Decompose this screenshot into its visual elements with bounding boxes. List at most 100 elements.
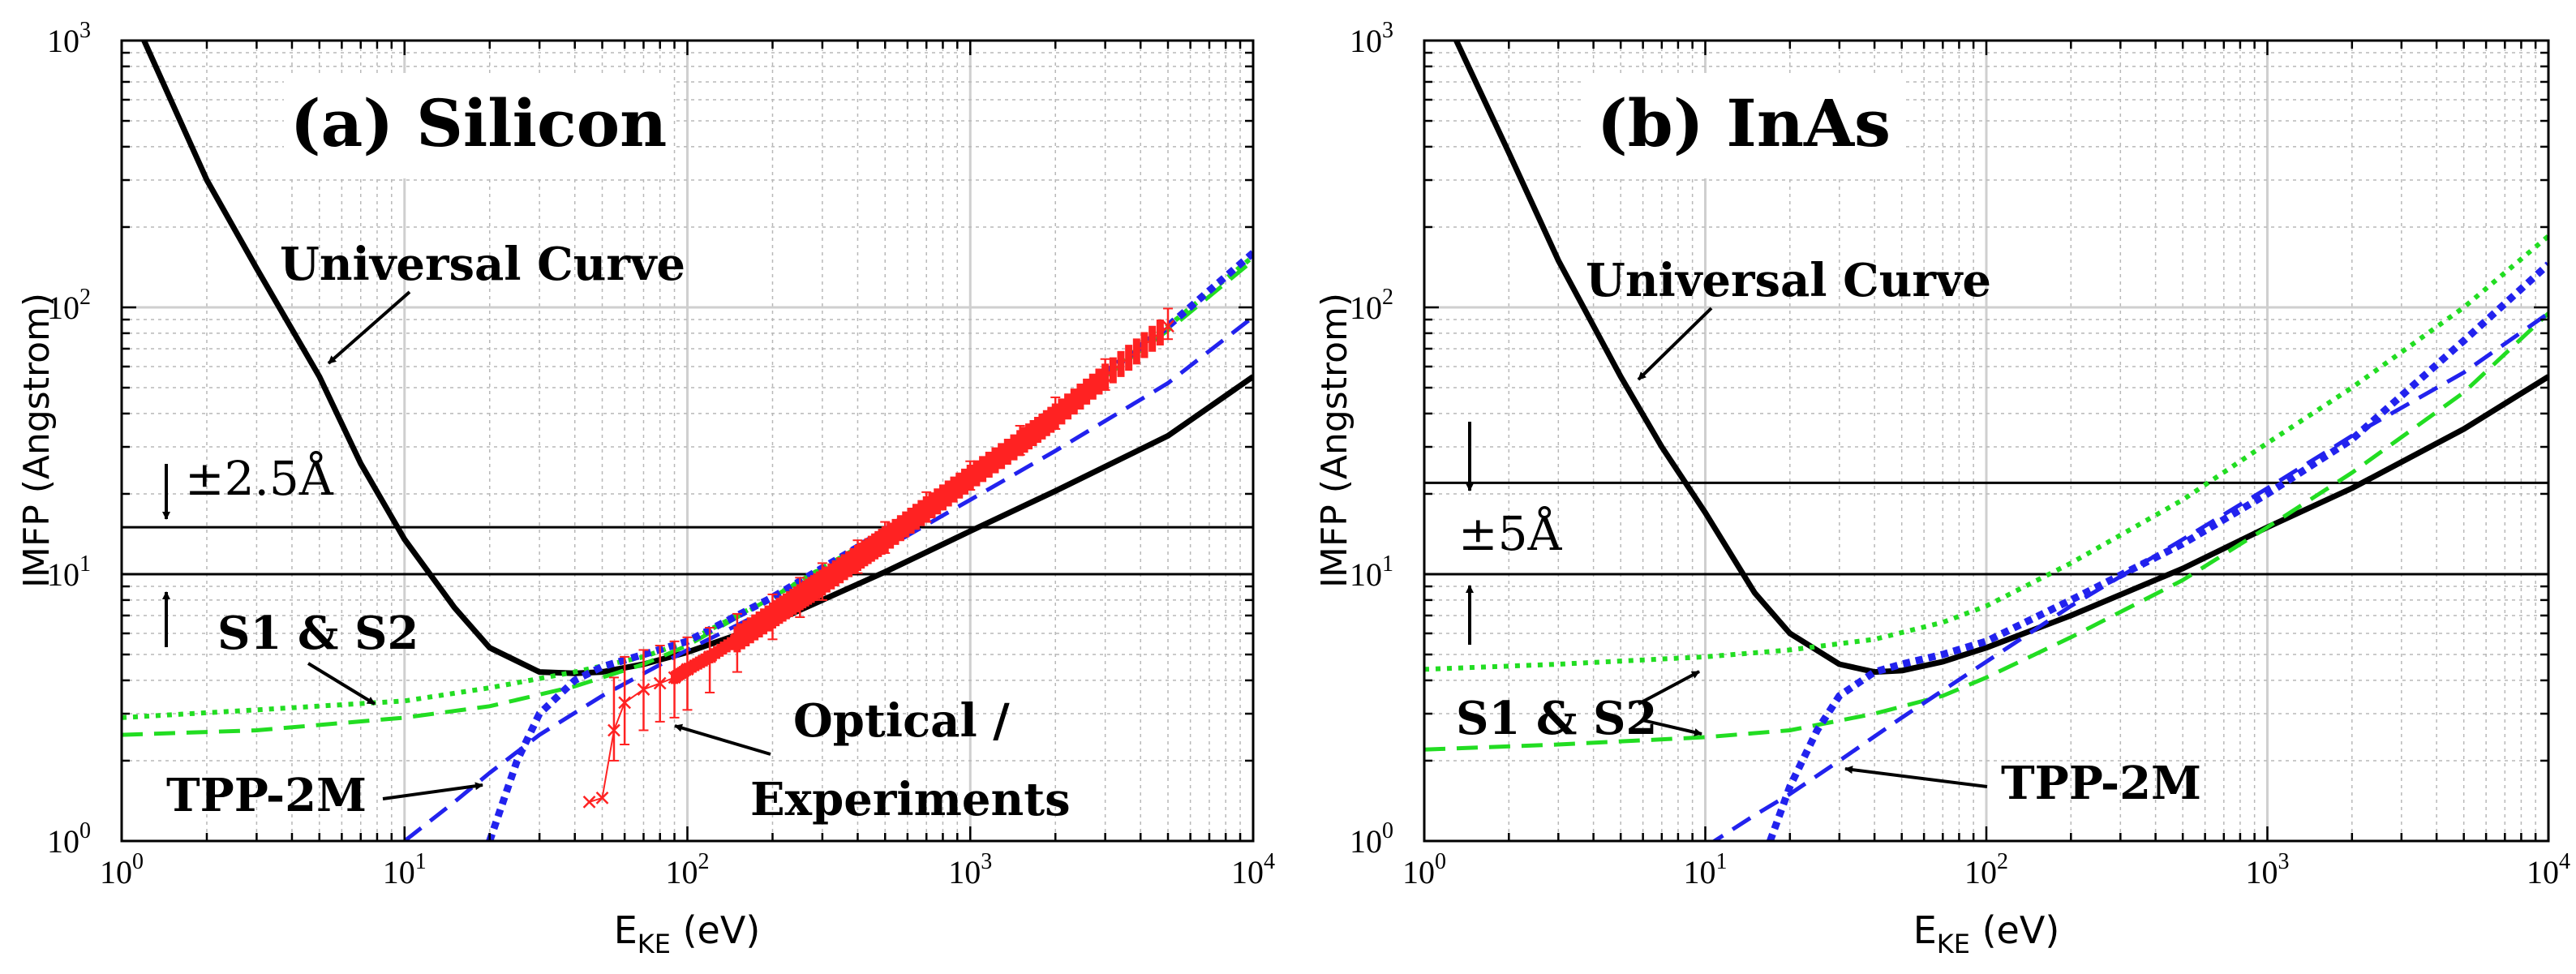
tick-base: 10 bbox=[1402, 854, 1435, 890]
annotation-tpp2m: TPP-2M bbox=[2001, 757, 2201, 810]
annotation-universal-curve: Universal Curve bbox=[280, 238, 685, 291]
x-tick-label: 102 bbox=[666, 849, 710, 890]
x-tick-label: 100 bbox=[100, 849, 144, 890]
arrow-universal bbox=[1637, 307, 1713, 381]
series-s1s2_dotted bbox=[1424, 234, 2548, 672]
x-tick-label: 101 bbox=[1684, 849, 1728, 890]
title-box bbox=[284, 73, 673, 178]
reference-lines bbox=[122, 526, 1253, 576]
arrow-tpp2m bbox=[1844, 766, 1988, 788]
series-tpp2m_dashed bbox=[1711, 311, 2548, 841]
y-tick-label: 100 bbox=[1350, 818, 1393, 860]
tick-exponent: 0 bbox=[132, 849, 144, 874]
x-axis-label-main: E bbox=[1913, 908, 1937, 952]
series-layer bbox=[122, 41, 1253, 841]
annotation-optical-line1: Optical / bbox=[793, 694, 1010, 748]
panel-silicon: (a) Silicon Universal Curve S1 & S2 TPP-… bbox=[16, 18, 1275, 959]
tick-base: 10 bbox=[1350, 823, 1382, 860]
tick-base: 10 bbox=[2527, 854, 2559, 890]
tick-base: 10 bbox=[47, 290, 79, 326]
chart-title: (b) InAs bbox=[1597, 85, 1891, 161]
x-axis-label: EKE (eV) bbox=[614, 908, 761, 959]
x-tick-label: 103 bbox=[2246, 849, 2290, 890]
tick-exponent: 1 bbox=[79, 551, 91, 577]
x-tick-label: 104 bbox=[2527, 849, 2570, 890]
tick-base: 10 bbox=[1684, 854, 1716, 890]
x-tick-label: 102 bbox=[1964, 849, 2008, 890]
arrow-s1s2-bottom bbox=[1642, 719, 1702, 736]
annotation-optical-line2: Experiments bbox=[750, 773, 1071, 826]
tick-base: 10 bbox=[948, 854, 981, 890]
tick-base: 10 bbox=[1350, 556, 1382, 593]
arrow-universal bbox=[327, 290, 411, 365]
arrow-s1s2-top bbox=[1638, 670, 1700, 706]
y-tick-label: 101 bbox=[47, 551, 91, 593]
tick-exponent: 4 bbox=[2559, 849, 2570, 874]
tick-base: 10 bbox=[1231, 854, 1264, 890]
tick-exponent: 0 bbox=[79, 818, 91, 843]
tick-exponent: 1 bbox=[415, 849, 427, 874]
annotation-s1s2: S1 & S2 bbox=[217, 607, 419, 660]
y-axis-label: IMFP (Angstrom) bbox=[1314, 293, 1355, 588]
y-tick-label: 102 bbox=[1350, 285, 1393, 326]
tick-exponent: 3 bbox=[79, 18, 91, 43]
tick-exponent: 3 bbox=[1382, 18, 1393, 43]
panel-inas: (b) InAs Universal Curve S1 & S2 TPP-2M … bbox=[1314, 18, 2570, 959]
y-axis-label: IMFP (Angstrom) bbox=[16, 293, 58, 588]
tick-base: 10 bbox=[1964, 854, 1997, 890]
tick-base: 10 bbox=[47, 823, 79, 860]
annotation-s1s2: S1 & S2 bbox=[1456, 692, 1657, 745]
data-point bbox=[637, 683, 650, 696]
arrow-tpp2m bbox=[382, 782, 483, 800]
tick-exponent: 0 bbox=[1382, 818, 1393, 843]
x-tick-label: 103 bbox=[948, 849, 992, 890]
data-point bbox=[653, 676, 667, 690]
series-tpp2m_dashed bbox=[403, 315, 1253, 841]
data-point bbox=[608, 723, 620, 737]
arrow-s1s2 bbox=[307, 662, 376, 706]
tick-base: 10 bbox=[1350, 23, 1382, 59]
x-axis-label-unit: (eV) bbox=[671, 908, 760, 952]
arrow-optical bbox=[674, 723, 771, 756]
band-label: ±5Å bbox=[1458, 506, 1562, 561]
x-tick-label: 101 bbox=[383, 849, 427, 890]
y-tick-label: 102 bbox=[47, 285, 91, 326]
y-tick-label: 100 bbox=[47, 818, 91, 860]
tick-base: 10 bbox=[666, 854, 698, 890]
data-point bbox=[618, 696, 632, 710]
y-tick-label: 103 bbox=[47, 18, 91, 59]
tick-exponent: 2 bbox=[1997, 849, 2008, 874]
x-tick-label: 100 bbox=[1402, 849, 1446, 890]
tick-base: 10 bbox=[47, 23, 79, 59]
series-s1s2_dashed bbox=[1424, 311, 2548, 752]
data-point bbox=[582, 796, 596, 809]
tick-base: 10 bbox=[1350, 290, 1382, 326]
series-layer bbox=[1424, 41, 2548, 841]
x-axis-label-unit: (eV) bbox=[1970, 908, 2059, 952]
annotation-tpp2m: TPP-2M bbox=[166, 769, 367, 822]
tick-exponent: 2 bbox=[79, 285, 91, 310]
tick-exponent: 2 bbox=[698, 849, 710, 874]
x-axis-label: EKE (eV) bbox=[1913, 908, 2060, 959]
tick-base: 10 bbox=[100, 854, 132, 890]
tick-exponent: 1 bbox=[1716, 849, 1728, 874]
data-point bbox=[1161, 320, 1174, 333]
tick-exponent: 3 bbox=[981, 849, 992, 874]
series-optical bbox=[582, 307, 1174, 809]
band-label: ±2.5Å bbox=[185, 451, 334, 506]
x-axis-label-sub: KE bbox=[638, 929, 671, 959]
y-tick-label: 103 bbox=[1350, 18, 1393, 59]
tick-exponent: 2 bbox=[1382, 285, 1393, 310]
x-axis-label-sub: KE bbox=[1937, 929, 1970, 959]
x-axis-label-main: E bbox=[614, 908, 638, 952]
annotation-universal-curve: Universal Curve bbox=[1586, 254, 1991, 307]
x-tick-label: 104 bbox=[1231, 849, 1275, 890]
tick-base: 10 bbox=[383, 854, 415, 890]
tick-exponent: 3 bbox=[2278, 849, 2290, 874]
tick-exponent: 4 bbox=[1264, 849, 1275, 874]
y-tick-label: 101 bbox=[1350, 551, 1393, 593]
data-point bbox=[595, 792, 609, 805]
